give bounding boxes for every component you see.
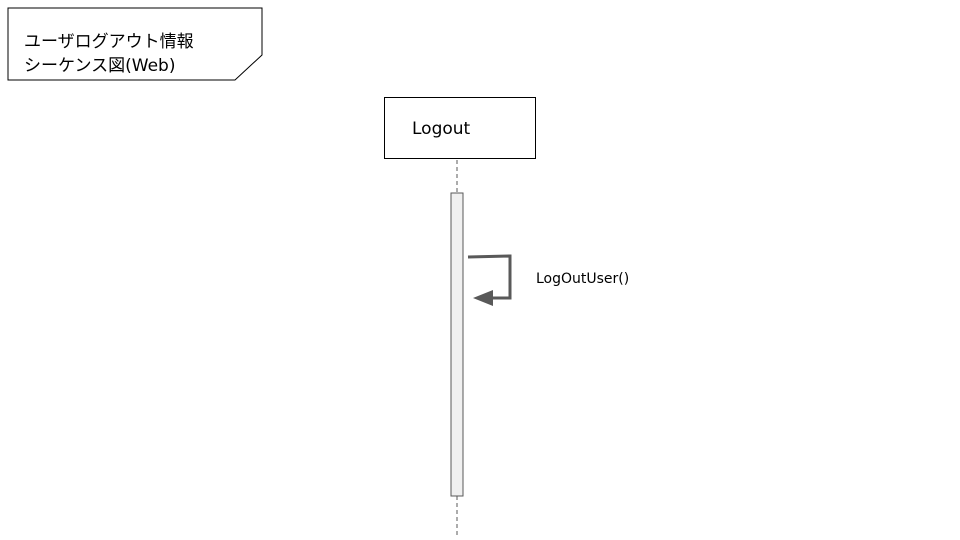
activation-bar bbox=[450, 192, 464, 497]
diagram-frame-tab bbox=[7, 7, 263, 81]
arrow-head-icon bbox=[473, 290, 493, 306]
participant-label: Logout bbox=[412, 119, 471, 139]
message-label-logoutuser: LogOutUser() bbox=[536, 271, 630, 287]
self-call-arrow-line bbox=[467, 254, 512, 300]
diagram-frame-title: ユーザログアウト情報 シーケンス図(Web) bbox=[24, 30, 194, 78]
participant-logout[interactable]: Logout bbox=[384, 97, 536, 159]
frame-title-line-2: シーケンス図(Web) bbox=[24, 56, 176, 76]
frame-title-line-1: ユーザログアウト情報 bbox=[24, 32, 194, 52]
